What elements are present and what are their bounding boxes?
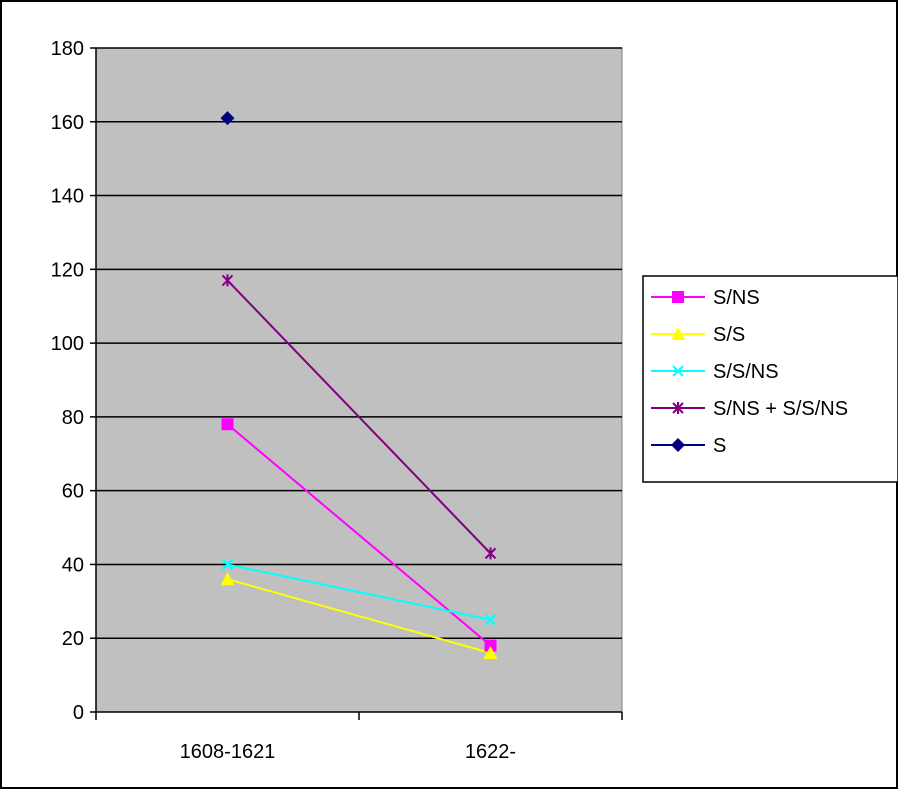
y-tick-label: 140 — [51, 186, 84, 208]
data-point — [220, 572, 235, 586]
data-point — [483, 645, 498, 659]
series-line — [227, 563, 491, 621]
y-tick-label: 160 — [51, 112, 84, 134]
data-point — [220, 111, 235, 126]
data-point — [484, 639, 497, 652]
data-point — [484, 614, 497, 626]
data-point — [221, 274, 234, 287]
legend-label: S — [713, 435, 726, 457]
series-lines — [226, 279, 492, 654]
y-tick-label: 80 — [62, 407, 84, 429]
legend-marker — [671, 327, 685, 340]
x-tick-label: 1608-1621 — [180, 741, 276, 763]
y-tick-label: 40 — [62, 554, 84, 576]
y-tick-label: 0 — [73, 702, 84, 724]
legend-item: S/NS + S/S/NS — [651, 398, 848, 420]
series-markers — [220, 111, 498, 659]
axes: 0 20 40 60 80 100 120 140 160 180 1608-1621 1622- — [51, 38, 623, 763]
y-tick-label: 20 — [62, 628, 84, 650]
legend-item: S/NS — [651, 287, 760, 309]
y-tick-label: 60 — [62, 481, 84, 503]
legend-label: S/NS — [713, 287, 760, 309]
plot-area — [95, 47, 623, 713]
y-tick-label: 100 — [51, 333, 84, 355]
legend-item: S/S/NS — [651, 361, 779, 383]
data-point — [484, 547, 497, 560]
data-point — [221, 418, 234, 431]
series-line — [226, 279, 492, 555]
legend-marker — [672, 291, 684, 303]
legend-label: S/S/NS — [713, 361, 779, 383]
legend-label: S/NS + S/S/NS — [713, 398, 848, 420]
data-point — [221, 558, 234, 571]
legend-item: S — [651, 435, 726, 457]
legend-item: S/S — [651, 324, 745, 346]
legend-box — [642, 275, 898, 483]
y-tick-label: 120 — [51, 259, 84, 281]
legend-marker — [672, 402, 684, 414]
x-tick-label: 1622- — [465, 741, 516, 763]
series-line — [226, 423, 492, 647]
legend-label: S/S — [713, 324, 745, 346]
gridlines — [96, 47, 622, 639]
legend-marker — [672, 365, 684, 377]
series-line — [227, 578, 491, 654]
legend: S/NS S/S S/S/NS S/NS + S/S/NS S — [642, 275, 898, 483]
legend-marker — [671, 438, 685, 452]
y-tick-label: 180 — [51, 38, 84, 60]
